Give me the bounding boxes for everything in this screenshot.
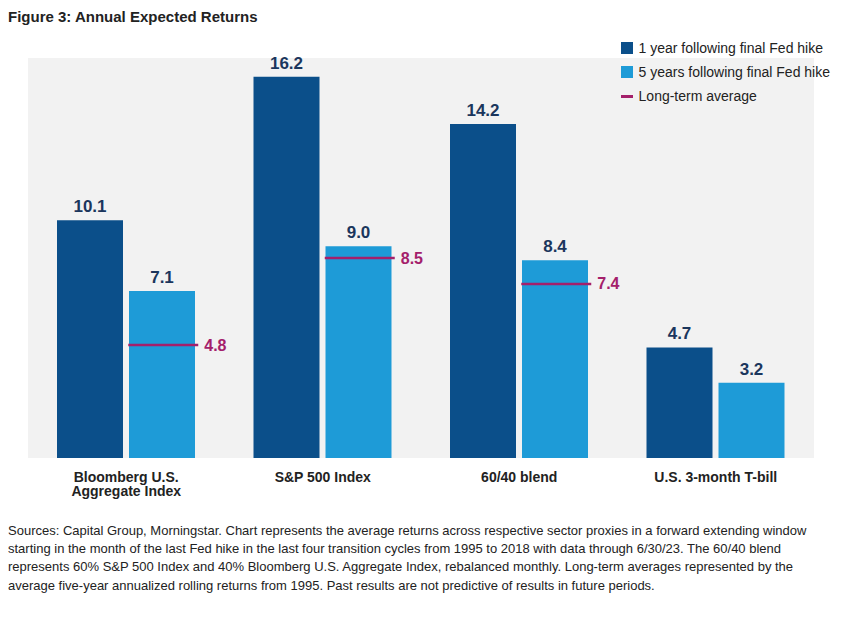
svg-text:8.5: 8.5 — [401, 250, 423, 267]
svg-text:60/40 blend: 60/40 blend — [481, 469, 557, 485]
svg-text:Bloomberg U.S.Aggregate Index: Bloomberg U.S.Aggregate Index — [71, 469, 181, 499]
html-text:Long-term average: Long-term average — [638, 88, 757, 104]
html-text:1 year following final Fed hik: 1 year following final Fed hike — [638, 40, 823, 56]
html-text:Sources: Capital Group, Mornin: Sources: Capital Group, Morningstar. Cha… — [8, 523, 807, 593]
svg-text:10.1: 10.1 — [73, 197, 106, 216]
html-text:5 years following final Fed hi: 5 years following final Fed hike — [638, 64, 830, 80]
svg-text:7.4: 7.4 — [597, 275, 619, 292]
svg-text:S&P 500 Index: S&P 500 Index — [275, 469, 371, 485]
svg-text:3.2: 3.2 — [740, 360, 764, 379]
svg-text:16.2: 16.2 — [270, 54, 303, 73]
html-text:Figure 3: Annual Expected Retu: Figure 3: Annual Expected Returns — [8, 8, 258, 25]
svg-text:9.0: 9.0 — [347, 223, 371, 242]
svg-text:14.2: 14.2 — [466, 101, 499, 120]
svg-text:8.4: 8.4 — [543, 237, 567, 256]
svg-text:4.8: 4.8 — [204, 337, 226, 354]
svg-text:7.1: 7.1 — [150, 268, 174, 287]
svg-text:4.7: 4.7 — [668, 324, 692, 343]
svg-text:U.S. 3-month T-bill: U.S. 3-month T-bill — [654, 469, 777, 485]
